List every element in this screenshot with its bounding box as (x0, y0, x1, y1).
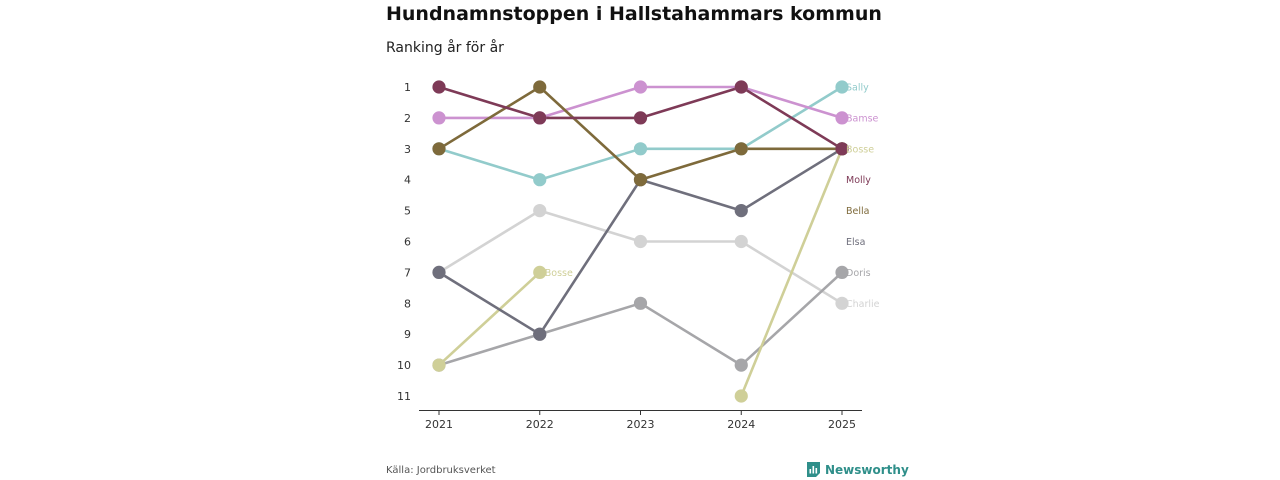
point-charlie-2022 (533, 204, 547, 218)
y-tick-label: 5 (404, 205, 411, 218)
end-label-molly: Molly (846, 175, 871, 186)
point-molly-2025 (835, 142, 849, 156)
end-label-elsa: Elsa (846, 237, 865, 248)
point-bamse-2021 (432, 111, 446, 125)
end-label-bella: Bella (846, 206, 869, 217)
y-tick-label: 4 (404, 174, 411, 187)
series-line-molly (437, 85, 542, 120)
series-line-molly (639, 85, 743, 120)
x-tick-label: 2025 (828, 418, 856, 431)
point-bella-2024 (734, 142, 748, 156)
point-molly-2021 (432, 80, 446, 94)
point-doris-2023 (633, 296, 648, 310)
point-sally-2023 (633, 142, 648, 156)
newsworthy-logo-icon (807, 462, 820, 477)
x-tick-label: 2024 (727, 418, 755, 431)
series-line-molly (739, 85, 844, 151)
point-elsa-2022 (533, 327, 547, 341)
series-line-doris (437, 332, 542, 367)
series-line-charlie (538, 209, 642, 243)
point-bamse-2025 (835, 111, 849, 125)
y-tick-label: 10 (397, 359, 411, 372)
end-label-sally: Sally (846, 83, 869, 94)
point-bosse-2021 (432, 358, 446, 372)
point-sally-2025 (835, 80, 849, 94)
point-bella-2023 (633, 173, 648, 187)
point-elsa-2021 (432, 265, 446, 279)
end-label-bamse: Bamse (846, 113, 879, 124)
series-line-bamse (538, 85, 642, 120)
x-tick-label: 2022 (526, 418, 554, 431)
end-label-bosse: Bosse (846, 144, 874, 155)
y-tick-label: 11 (397, 390, 411, 403)
point-doris-2025 (835, 265, 849, 279)
end-label-charlie: Charlie (846, 299, 880, 310)
point-charlie-2025 (835, 296, 849, 310)
end-label-doris: Doris (846, 268, 871, 279)
series-line-elsa (639, 178, 743, 212)
point-sally-2022 (533, 173, 547, 187)
y-tick-label: 8 (404, 297, 411, 310)
point-bosse-2022 (533, 265, 547, 279)
series-line-bosse (739, 147, 844, 398)
point-doris-2024 (734, 358, 748, 372)
series-line-elsa (538, 178, 642, 336)
series-line-sally (437, 147, 542, 181)
series-line-bella (639, 147, 743, 181)
series-line-bamse (739, 85, 844, 120)
inline-label-bosse: Bosse (545, 268, 573, 279)
series-line-bosse (437, 271, 542, 367)
series-line-elsa (739, 147, 844, 212)
point-molly-2023 (633, 111, 648, 125)
y-tick-label: 2 (404, 112, 411, 125)
series-line-charlie (437, 209, 542, 274)
chart-subtitle: Ranking år för år (386, 40, 504, 56)
source-note: Källa: Jordbruksverket (386, 465, 496, 476)
series-line-elsa (437, 271, 542, 336)
point-bosse-2024 (734, 389, 748, 403)
series-line-bella (437, 85, 542, 151)
series-line-doris (639, 301, 743, 367)
chart-title: Hundnamnstoppen i Hallstahammars kommun (386, 3, 882, 25)
point-molly-2022 (533, 111, 547, 125)
newsworthy-logo-text: Newsworthy (825, 462, 909, 477)
point-bamse-2023 (633, 80, 648, 94)
series-line-sally (538, 147, 642, 181)
point-bella-2021 (432, 142, 446, 156)
y-tick-label: 9 (404, 328, 411, 341)
newsworthy-logo: Newsworthy (806, 461, 909, 478)
point-charlie-2023 (633, 234, 648, 249)
x-tick-label: 2021 (425, 418, 453, 431)
series-line-doris (538, 301, 642, 336)
y-tick-label: 7 (404, 266, 411, 279)
x-tick-label: 2023 (627, 418, 655, 431)
point-charlie-2024 (734, 234, 748, 249)
y-tick-label: 6 (404, 236, 411, 249)
y-tick-label: 1 (404, 81, 411, 94)
series-line-bella (538, 85, 642, 181)
point-bella-2022 (533, 80, 547, 94)
point-molly-2024 (734, 80, 748, 94)
series-line-doris (739, 271, 844, 367)
point-elsa-2024 (734, 204, 748, 218)
y-tick-label: 3 (404, 143, 411, 156)
